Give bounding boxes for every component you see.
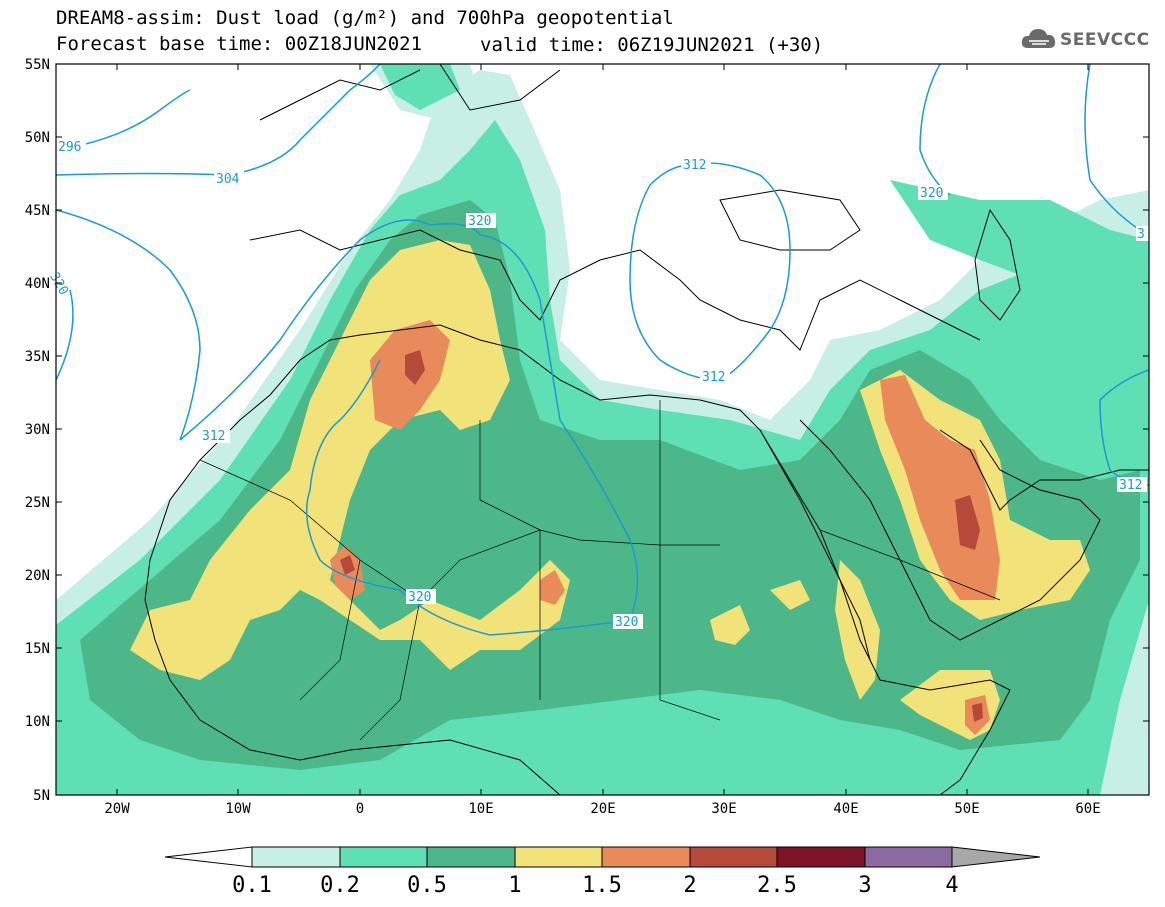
colorbar-label: 2 [683,873,697,898]
dust-region-0.2-north [380,64,460,110]
dust-region-1-west [130,240,570,680]
contour-label: 296 [58,140,81,155]
colorbar-label: 1 [508,873,522,898]
lat-tick-label: 45N [25,203,50,219]
colorbar-bin-3 [864,846,953,868]
dust-region-1-patch [710,605,750,645]
lon-tick-label: 60E [1075,801,1100,817]
contour-320-east [919,64,951,196]
colorbar-bin-2.5 [776,846,866,868]
dust-region-1-patch2 [770,580,810,610]
colorbar-label: 4 [945,873,959,898]
dust-region-2-horn [972,703,983,722]
persian-gulf [939,429,1149,511]
lat-tick-label: 30N [25,422,50,438]
lon-tick-label: 0 [356,801,364,817]
colorbar-bin-2 [689,846,778,868]
colorbar-bin-0.1 [251,846,341,868]
lon-tick-label: 50E [954,801,979,817]
contour-296 [56,89,191,151]
colorbar-label: 0.1 [232,873,272,898]
dust-region-2-algeria [405,350,425,385]
lon-tick-label: 20E [590,801,615,817]
borders-sahara [199,400,1001,741]
logo-text: SEEVCCC [1060,30,1150,50]
colorbar-high-arrow [951,846,1041,868]
africa-coast [149,324,1011,795]
lon-tick-label: 30E [711,801,736,817]
black-sea [719,189,861,251]
lon-tick-label: 20W [104,801,130,817]
europe-coast [249,229,981,351]
seevccc-logo: SEEVCCC [1020,26,1155,56]
lon-tick-label: 40E [833,801,858,817]
africa-west-coast [144,559,561,795]
contour-label: 312 [702,370,725,385]
cloud-icon [1021,29,1056,48]
valid-time: valid time: 06Z19JUN2021 (+30) [480,34,824,56]
forecast-base-time: Forecast base time: 00Z18JUN2021 [56,33,423,55]
contour-label: 320 [408,590,431,605]
contour-312-west [56,219,639,636]
dust-region-1.5-chad [540,570,565,605]
lon-tick-label: 10W [225,801,251,817]
lat-tick-label: 40N [25,276,50,292]
lat-tick-label: 20N [25,568,50,584]
contour-320-west [56,209,201,441]
arabian-coast [799,419,1101,641]
contour-label: 320 [615,615,638,630]
colorbar-label: 3 [858,873,872,898]
colorbar-label: 1.5 [582,873,622,898]
colorbar-label: 0.2 [320,873,360,898]
lat-tick-label: 35N [25,349,50,365]
contour-label: 320 [468,214,491,229]
contour-312-east [1084,64,1141,231]
contour-304 [56,64,381,176]
dust-region-1-east-africa [835,560,880,700]
europe-north [259,64,561,121]
lat-labels: 55N 50N 45N 40N 35N 30N 25N 20N 15N 10N … [25,57,50,804]
axis-ticks [56,63,1149,796]
contour-label: 312 [683,158,706,173]
contour-label: 3 [1137,227,1145,242]
title-line1: DREAM8-assim: Dust load (g/m²) and 700hP… [56,7,674,29]
colorbar-bin-1 [514,846,603,868]
colorbar [164,846,1041,868]
lon-labels: 20W 10W 0 10E 20E 30E 40E 50E 60E [104,801,1100,817]
lat-tick-label: 25N [25,495,50,511]
lat-tick-label: 55N [25,57,50,73]
colorbar-bin-0.5 [426,846,516,868]
colorbar-label: 0.5 [407,873,447,898]
lat-tick-label: 10N [25,714,50,730]
contour-label: 304 [216,172,240,187]
contour-label: 320 [920,186,943,201]
colorbar-label: 2.5 [757,873,797,898]
lon-tick-label: 10E [468,801,493,817]
coastlines [144,64,1149,795]
red-sea [759,429,871,661]
dust-region-2-arabia [955,495,980,550]
lat-tick-label: 50N [25,130,50,146]
colorbar-bin-0.2 [339,846,428,868]
contour-label: 312 [1119,478,1142,493]
caspian-sea [974,208,1021,321]
contour-label: 312 [202,429,225,444]
lat-tick-label: 15N [25,641,50,657]
colorbar-low-arrow [164,846,253,868]
dust-region-2-mali [340,555,355,575]
colorbar-bin-1.5 [601,846,691,868]
lat-tick-label: 5N [33,788,50,804]
dust-region-0.2-ne [890,180,1149,290]
